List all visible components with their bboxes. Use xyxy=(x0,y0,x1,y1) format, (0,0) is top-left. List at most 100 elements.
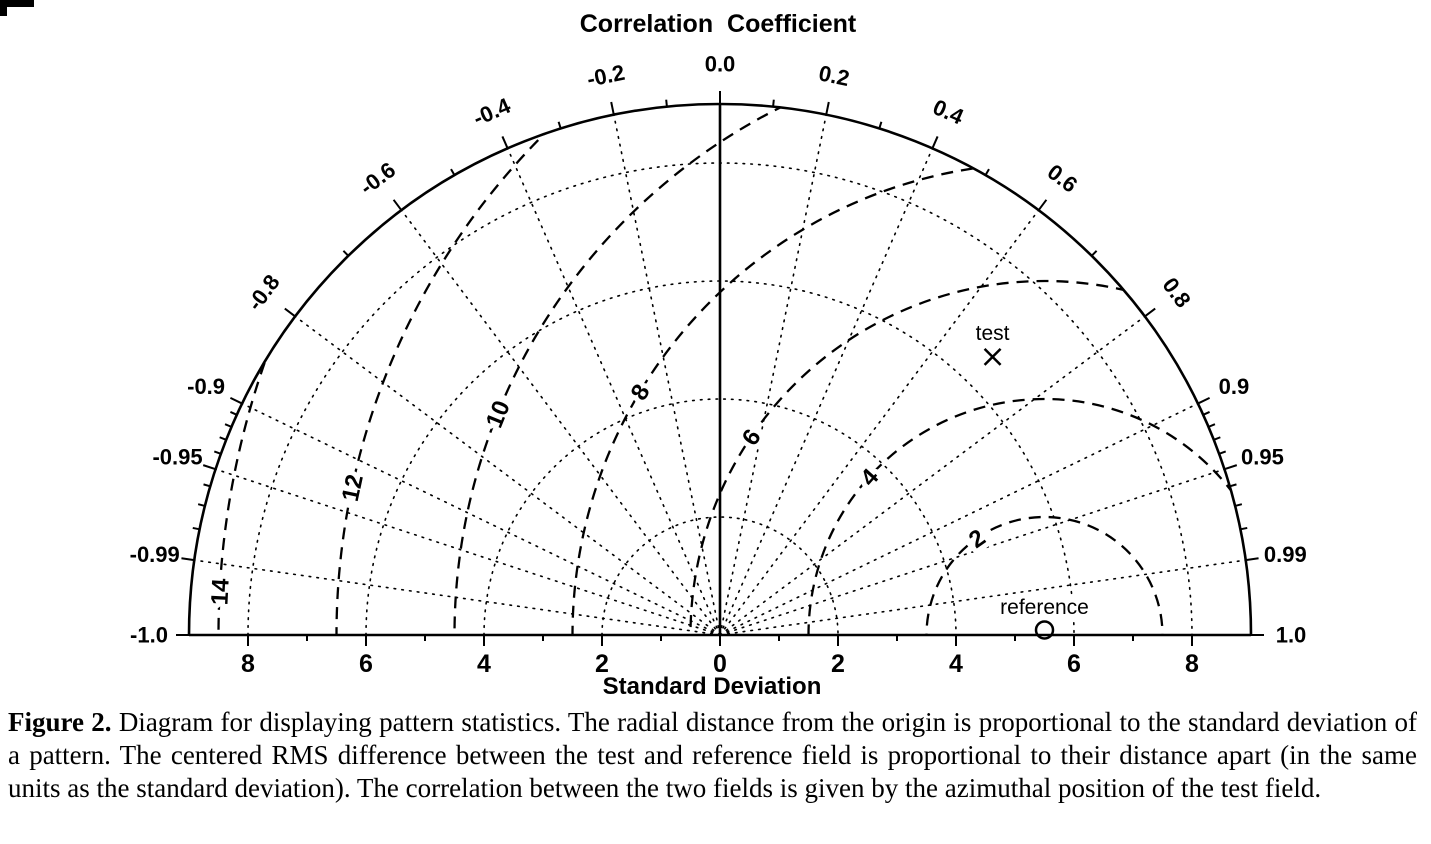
correlation-ray xyxy=(241,402,721,636)
rms-contour xyxy=(453,104,1251,635)
correlation-ray xyxy=(612,113,721,636)
rms-contour-label: 12 xyxy=(337,472,369,504)
rms-contour xyxy=(689,279,1251,635)
sd-tick-label: 4 xyxy=(949,650,963,678)
correlation-tick xyxy=(1240,526,1248,531)
correlation-tick-label: -0.2 xyxy=(585,60,627,92)
correlation-tick xyxy=(450,168,456,176)
correlation-gridlines xyxy=(193,113,1247,636)
axis-labels: -1.0 -0.99 -0.95 -0.9 -0.8 -0.6 -0.4 -0.2 0.0 0.2… xyxy=(130,52,1307,678)
figure-caption-text: Diagram for displaying pattern statistic… xyxy=(8,707,1418,803)
correlation-tick xyxy=(1037,199,1048,211)
correlation-tick xyxy=(229,396,243,405)
correlation-tick xyxy=(931,136,939,149)
sd-tick-label: 2 xyxy=(831,650,845,678)
correlation-tick xyxy=(1213,436,1221,441)
test-point-label: test xyxy=(976,322,1010,345)
correlation-tick xyxy=(202,464,216,471)
scan-artifact-side xyxy=(0,0,7,16)
correlation-tick xyxy=(284,307,296,318)
correlation-ray xyxy=(719,402,1199,636)
correlation-tick xyxy=(342,250,350,257)
correlation-tick xyxy=(610,101,615,115)
correlation-ray xyxy=(719,147,934,636)
correlation-tick xyxy=(1197,396,1211,405)
correlation-tick xyxy=(557,121,562,129)
correlation-tick-label: 0.2 xyxy=(817,60,852,91)
sd-tick-label: 6 xyxy=(359,650,373,678)
correlation-tick-label: 0.95 xyxy=(1241,444,1284,469)
scan-artifact-top xyxy=(0,0,34,7)
correlation-tick xyxy=(772,99,775,107)
reference-point-marker xyxy=(1034,620,1055,640)
sd-tick-label: 4 xyxy=(477,650,491,678)
correlation-tick-label: 0.9 xyxy=(1219,374,1250,399)
correlation-tick xyxy=(1144,307,1156,318)
correlation-ray xyxy=(719,559,1247,636)
chart-title: Correlation Coefficient xyxy=(580,10,857,38)
reference-point-label: reference xyxy=(1000,596,1089,619)
correlation-tick xyxy=(1090,250,1098,257)
taylor-diagram: Correlation Coefficient 2 4 6 8 10 12 14 -1.0 -… xyxy=(130,10,1307,700)
correlation-tick-label: -0.9 xyxy=(187,374,225,399)
sd-tick-label: 0 xyxy=(713,650,727,678)
correlation-tick xyxy=(501,136,509,149)
correlation-tick-label: -0.8 xyxy=(242,270,285,315)
correlation-tick xyxy=(878,121,883,129)
correlation-tick xyxy=(224,423,232,428)
sd-tick-label: 6 xyxy=(1067,650,1081,678)
sd-tick-label: 8 xyxy=(1185,650,1199,678)
correlation-tick xyxy=(392,199,403,211)
correlation-tick xyxy=(197,503,206,507)
sd-gridline-arc xyxy=(483,398,957,636)
correlation-tick xyxy=(219,436,227,441)
test-point-marker xyxy=(983,348,1002,366)
correlation-ray xyxy=(193,559,721,636)
rms-contour-label: 14 xyxy=(206,577,234,606)
correlation-tick xyxy=(1234,503,1243,507)
data-points: test reference xyxy=(971,317,1094,640)
correlation-tick xyxy=(1202,411,1210,416)
correlation-tick xyxy=(1245,557,1259,562)
correlation-tick xyxy=(213,450,222,455)
sd-tick-label: 2 xyxy=(595,650,609,678)
axis-ticks xyxy=(176,91,1264,646)
sd-tick-label: 8 xyxy=(241,650,255,678)
correlation-tick xyxy=(665,99,668,107)
correlation-tick-label: 0.8 xyxy=(1157,273,1195,312)
correlation-tick xyxy=(192,526,200,531)
correlation-tick xyxy=(1208,423,1216,428)
correlation-tick xyxy=(1229,483,1237,488)
correlation-tick xyxy=(181,557,195,562)
correlation-ray xyxy=(719,468,1226,636)
rms-contour-label: 8 xyxy=(626,380,656,405)
correlation-ray xyxy=(506,147,721,636)
rms-contour-label: 2 xyxy=(964,524,990,554)
scan-artifact xyxy=(0,0,34,16)
correlation-tick-label: 0.6 xyxy=(1043,159,1082,197)
correlation-ray xyxy=(214,468,721,636)
correlation-ray xyxy=(719,209,1040,636)
correlation-tick xyxy=(1224,464,1238,471)
figure-caption-label: Figure 2. xyxy=(8,707,112,737)
rms-contour xyxy=(807,397,1251,635)
correlation-tick-label: 1.0 xyxy=(1276,623,1307,648)
correlation-tick xyxy=(825,101,830,115)
correlation-tick xyxy=(984,168,990,176)
axes-frame xyxy=(187,102,1253,637)
correlation-tick-label: 0.0 xyxy=(705,52,736,77)
rms-contour-label: 10 xyxy=(481,397,516,432)
correlation-ray xyxy=(719,315,1146,636)
correlation-tick-label: -0.99 xyxy=(130,542,180,567)
correlation-tick xyxy=(230,411,238,416)
correlation-ray xyxy=(294,315,721,636)
correlation-tick-label: -0.4 xyxy=(469,93,514,131)
correlation-ray xyxy=(400,209,721,636)
sd-gridline-arc xyxy=(601,516,839,636)
correlation-ray xyxy=(719,113,828,636)
figure-caption: Figure 2. Diagram for displaying pattern… xyxy=(8,706,1417,805)
correlation-tick-label: -1.0 xyxy=(130,623,168,648)
correlation-tick-label: -0.6 xyxy=(355,157,400,200)
